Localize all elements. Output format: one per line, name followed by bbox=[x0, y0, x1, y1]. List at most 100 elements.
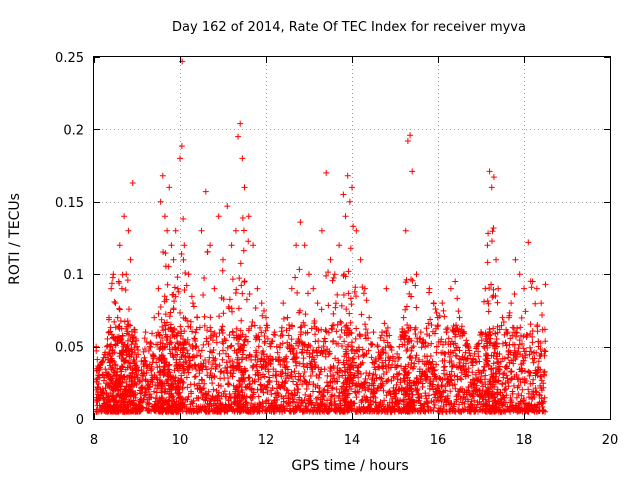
data-point bbox=[300, 363, 307, 370]
data-point bbox=[396, 370, 403, 377]
data-point bbox=[507, 335, 514, 342]
data-point bbox=[210, 386, 217, 393]
data-point bbox=[175, 288, 182, 295]
data-point bbox=[354, 364, 361, 371]
data-point bbox=[304, 290, 311, 297]
data-point bbox=[469, 393, 476, 400]
data-point bbox=[486, 285, 493, 292]
data-point bbox=[331, 375, 338, 382]
data-point bbox=[236, 359, 243, 366]
data-point bbox=[240, 341, 247, 348]
x-tick-label: 18 bbox=[516, 433, 533, 448]
data-point bbox=[322, 338, 329, 345]
data-point bbox=[465, 365, 472, 372]
data-point bbox=[300, 360, 307, 367]
data-point bbox=[336, 373, 343, 380]
data-point bbox=[95, 365, 102, 372]
data-point bbox=[166, 369, 173, 376]
data-point bbox=[200, 360, 207, 367]
data-point bbox=[264, 335, 271, 342]
data-point bbox=[238, 282, 245, 289]
data-point bbox=[344, 394, 351, 401]
data-point bbox=[296, 266, 303, 273]
y-tick-label: 0.15 bbox=[55, 196, 84, 211]
data-point bbox=[324, 387, 331, 394]
data-point bbox=[190, 397, 197, 404]
data-point bbox=[515, 390, 522, 397]
data-point bbox=[405, 327, 412, 334]
data-point bbox=[274, 349, 281, 356]
data-point bbox=[494, 397, 501, 404]
data-point bbox=[308, 400, 315, 407]
data-point bbox=[273, 343, 280, 350]
data-point bbox=[366, 314, 373, 321]
data-point bbox=[494, 299, 501, 306]
data-point bbox=[280, 383, 287, 390]
data-point bbox=[163, 319, 170, 326]
data-point bbox=[177, 155, 183, 162]
data-point bbox=[175, 390, 182, 397]
data-point bbox=[490, 174, 497, 181]
data-point bbox=[199, 377, 206, 384]
data-point bbox=[208, 365, 215, 372]
data-point bbox=[225, 380, 232, 387]
data-point bbox=[213, 363, 220, 370]
data-point bbox=[536, 391, 543, 398]
data-point bbox=[531, 394, 538, 401]
data-point bbox=[426, 332, 433, 339]
data-point bbox=[99, 389, 106, 396]
data-point bbox=[478, 337, 485, 344]
data-point bbox=[346, 310, 353, 317]
data-point bbox=[129, 348, 136, 355]
data-point bbox=[377, 355, 384, 362]
data-point bbox=[412, 324, 419, 331]
data-point bbox=[181, 401, 188, 408]
data-point bbox=[262, 385, 269, 392]
data-point bbox=[237, 397, 244, 404]
data-point bbox=[410, 343, 417, 350]
data-point bbox=[288, 285, 295, 292]
data-point bbox=[189, 328, 196, 335]
data-point bbox=[396, 354, 403, 361]
data-point bbox=[162, 250, 169, 257]
data-point bbox=[303, 385, 310, 392]
data-point bbox=[178, 376, 185, 383]
data-point bbox=[229, 276, 236, 283]
data-point bbox=[193, 343, 200, 350]
data-point bbox=[379, 329, 386, 336]
data-point bbox=[452, 385, 459, 392]
data-point bbox=[330, 310, 337, 317]
data-point bbox=[417, 335, 424, 342]
data-point bbox=[295, 386, 302, 393]
data-point bbox=[491, 349, 498, 356]
data-point bbox=[499, 402, 506, 409]
data-point bbox=[460, 367, 467, 374]
data-point bbox=[194, 314, 201, 321]
data-point bbox=[438, 383, 445, 390]
data-point bbox=[534, 328, 541, 335]
data-point bbox=[253, 361, 260, 368]
data-point bbox=[291, 368, 298, 375]
data-point bbox=[134, 374, 141, 381]
data-point bbox=[239, 389, 246, 396]
data-point bbox=[185, 271, 192, 278]
data-point bbox=[325, 269, 332, 276]
data-point bbox=[439, 382, 446, 389]
data-point bbox=[448, 358, 455, 365]
data-point bbox=[471, 350, 478, 357]
data-point bbox=[425, 320, 432, 327]
data-point bbox=[188, 293, 195, 300]
data-point bbox=[145, 347, 152, 354]
data-point bbox=[487, 331, 494, 338]
data-point bbox=[332, 304, 339, 311]
data-point bbox=[475, 340, 482, 347]
data-point bbox=[181, 242, 188, 249]
data-point bbox=[469, 358, 476, 365]
data-point bbox=[111, 349, 118, 356]
data-point bbox=[182, 269, 189, 276]
data-point bbox=[278, 382, 285, 389]
data-point bbox=[178, 250, 185, 257]
data-point bbox=[184, 384, 191, 391]
data-point bbox=[396, 343, 403, 350]
data-point bbox=[533, 285, 540, 292]
